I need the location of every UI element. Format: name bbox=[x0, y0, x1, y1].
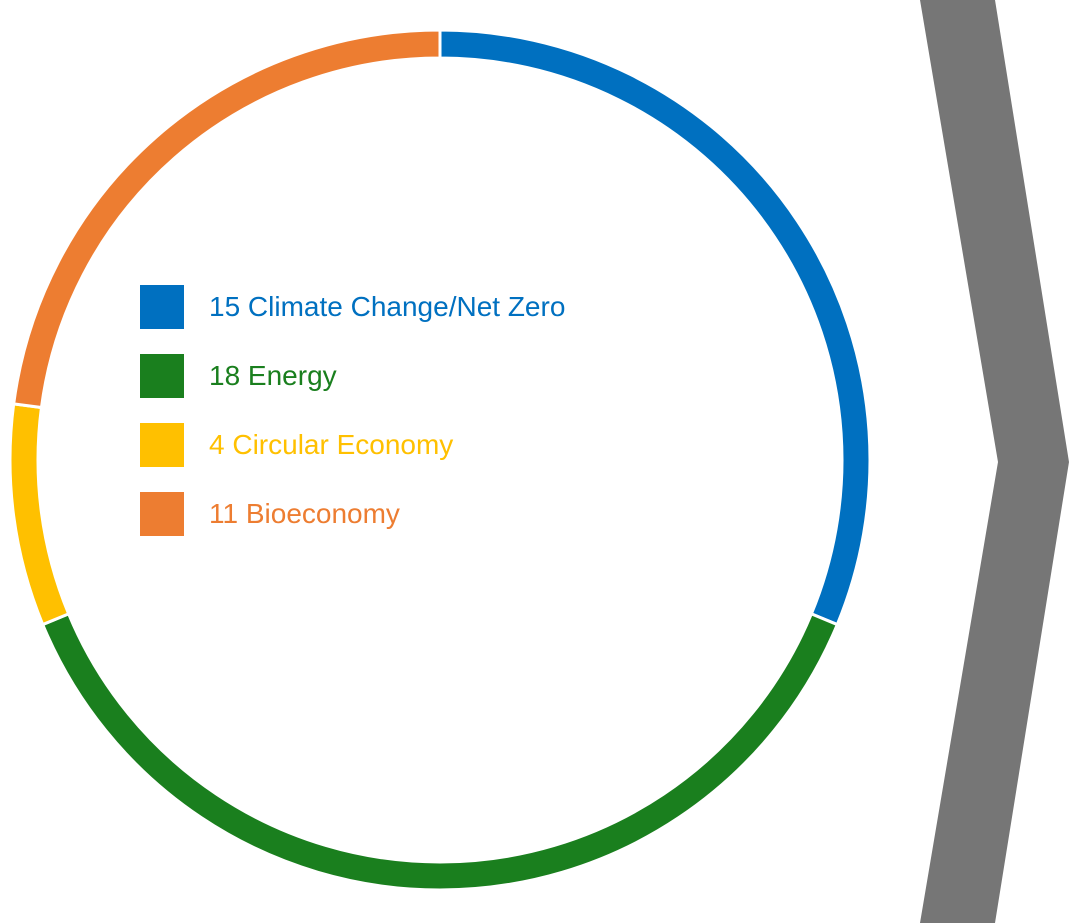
legend-item-climate-change: 15 Climate Change/Net Zero bbox=[140, 285, 565, 329]
legend-swatch bbox=[140, 285, 184, 329]
donut-slice-bioeconomy bbox=[11, 28, 442, 410]
legend-item-energy: 18 Energy bbox=[140, 354, 565, 398]
legend-label: 18 Energy bbox=[209, 360, 337, 391]
legend-item-bioeconomy: 11 Bioeconomy bbox=[140, 492, 565, 536]
legend-swatch bbox=[140, 492, 184, 536]
chart-legend: 15 Climate Change/Net Zero 18 Energy 4 C… bbox=[140, 285, 565, 536]
donut-slice-circular-economy bbox=[8, 402, 71, 627]
legend-label: 15 Climate Change/Net Zero bbox=[209, 291, 566, 322]
legend-swatch bbox=[140, 423, 184, 467]
donut-slice-energy bbox=[40, 611, 840, 892]
legend-label: 4 Circular Economy bbox=[209, 429, 454, 460]
legend-item-circular-economy: 4 Circular Economy bbox=[140, 423, 565, 467]
legend-label: 11 Bioeconomy bbox=[209, 498, 400, 529]
legend-swatch bbox=[140, 354, 184, 398]
donut-chart bbox=[8, 28, 872, 892]
chevron-right-icon bbox=[920, 0, 1069, 923]
chevron-shape bbox=[920, 0, 1069, 923]
